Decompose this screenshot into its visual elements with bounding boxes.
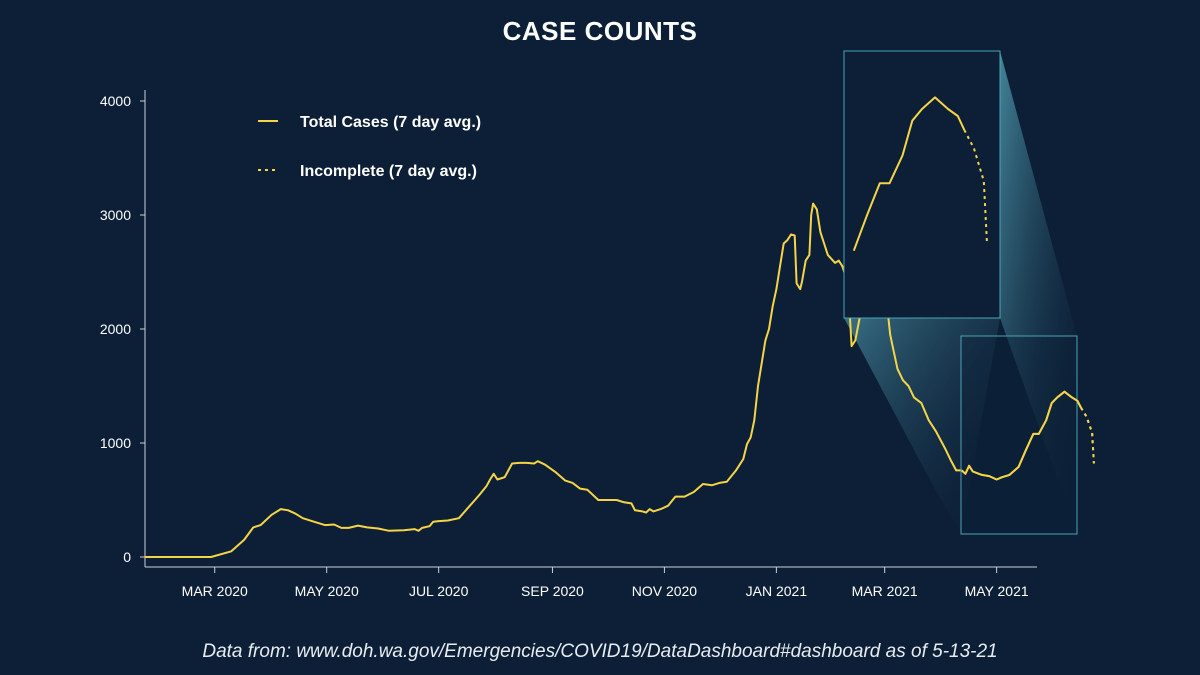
x-axis-ticks: MAR 2020 MAY 2020 JUL 2020 SEP 2020 NOV 2020… [182, 567, 1029, 599]
zoom-inset-box [843, 50, 1001, 319]
x-tick-label: NOV 2020 [632, 583, 698, 599]
y-tick-label: 1000 [100, 435, 131, 451]
chart-legend: Total Cases (7 day avg.) Incomplete (7 d… [258, 114, 481, 180]
inset-line-total [852, 96, 966, 252]
zoom-source-box [960, 335, 1078, 535]
source-box-line-incomplete [1080, 407, 1095, 464]
y-tick-label: 3000 [100, 207, 131, 223]
y-axis-ticks: 0 1000 2000 3000 4000 [100, 93, 145, 565]
zoom-connector-right [1000, 51, 1077, 534]
source-box-line-total [961, 390, 1082, 481]
series-line-total-cases [145, 202, 1082, 558]
y-tick-label: 2000 [100, 321, 131, 337]
x-tick-label: MAY 2020 [295, 583, 359, 599]
zoom-inset [843, 50, 1095, 535]
legend-label-incomplete: Incomplete (7 day avg.) [300, 163, 477, 180]
y-tick-label: 0 [123, 549, 131, 565]
x-tick-label: JAN 2021 [746, 583, 808, 599]
y-tick-label: 4000 [100, 93, 131, 109]
x-tick-label: MAR 2021 [852, 583, 918, 599]
x-tick-label: MAR 2020 [182, 583, 248, 599]
legend-label-total: Total Cases (7 day avg.) [300, 114, 481, 131]
x-tick-label: JUL 2020 [409, 583, 469, 599]
source-note: Data from: www.doh.wa.gov/Emergencies/CO… [202, 641, 998, 662]
x-tick-label: SEP 2020 [521, 583, 584, 599]
inset-line-incomplete [963, 129, 988, 244]
x-tick-label: MAY 2021 [965, 583, 1029, 599]
chart-title: CASE COUNTS [502, 16, 698, 46]
